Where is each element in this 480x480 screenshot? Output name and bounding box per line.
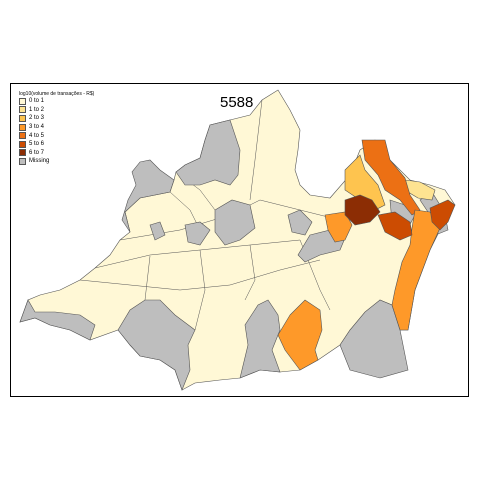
region-missing-sw xyxy=(19,299,96,341)
legend-swatch xyxy=(19,149,26,157)
region-missing-s2 xyxy=(239,299,281,379)
internal-borders xyxy=(79,99,341,331)
legend-swatch xyxy=(19,132,26,140)
legend-item: 0 to 1 xyxy=(19,97,94,106)
region-missing-s1 xyxy=(117,299,196,391)
legend-swatch xyxy=(19,97,26,105)
legend-label: 1 to 2 xyxy=(29,106,45,113)
legend-swatch xyxy=(19,114,26,122)
legend-item: 6 to 7 xyxy=(19,149,94,158)
region-missing-center xyxy=(214,199,256,246)
region-3-to-4-c xyxy=(277,299,323,371)
legend-item: 5 to 6 xyxy=(19,140,94,149)
region-missing-north xyxy=(175,119,241,186)
legend-label: 3 to 4 xyxy=(29,124,45,131)
legend-item: 3 to 4 xyxy=(19,123,94,132)
legend-swatch xyxy=(19,157,26,165)
legend-title: log10(volume de transações - R$) xyxy=(19,91,95,97)
region-missing-se xyxy=(339,299,409,379)
legend-label: 4 to 5 xyxy=(29,132,45,139)
region-2-to-3 xyxy=(344,154,386,211)
region-missing-nw xyxy=(121,159,175,233)
legend-label: 5 to 6 xyxy=(29,141,45,148)
legend-swatch xyxy=(19,106,26,114)
legend-item: 2 to 3 xyxy=(19,114,94,123)
legend-label: 2 to 3 xyxy=(29,115,45,122)
legend-swatch xyxy=(19,140,26,148)
region-missing-w xyxy=(149,221,166,241)
region-missing-mid xyxy=(287,209,313,236)
region-5-to-6-a xyxy=(377,211,413,241)
region-5-to-6-b xyxy=(429,199,456,231)
missing-regions xyxy=(19,119,449,391)
legend-label: 6 to 7 xyxy=(29,149,45,156)
legend-item: 1 to 2 xyxy=(19,106,94,115)
legend-item: 4 to 5 xyxy=(19,131,94,140)
legend-item: Missing xyxy=(19,157,94,166)
legend-label: Missing xyxy=(29,158,50,165)
legend-swatch xyxy=(19,123,26,131)
region-missing-cw xyxy=(184,221,211,246)
map-title: 5588 xyxy=(220,94,254,111)
region-6-to-7 xyxy=(344,194,381,226)
map-frame xyxy=(10,83,469,397)
legend-label: 0 to 1 xyxy=(29,98,45,105)
